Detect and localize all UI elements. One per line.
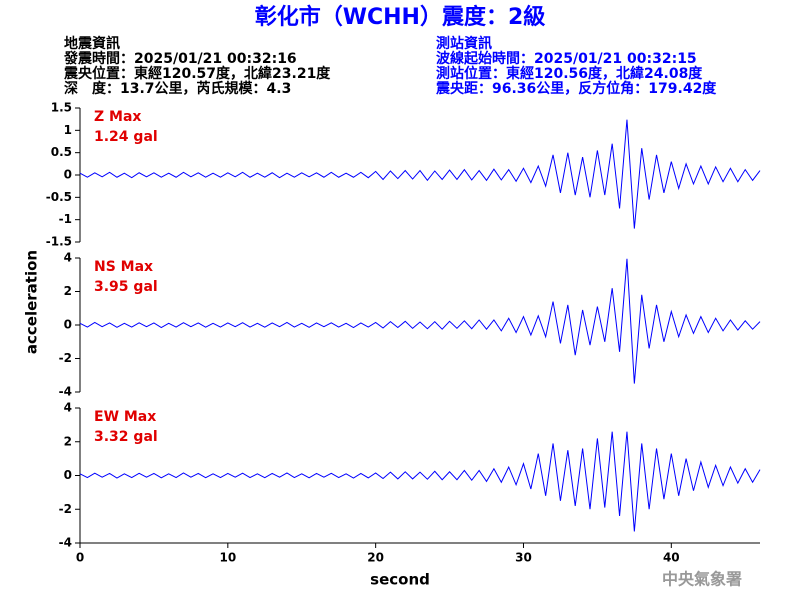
title: 彰化市（WCHH）震度：2級	[255, 4, 546, 30]
y-tick-label: 0	[64, 468, 72, 482]
y-tick-label: -4	[59, 385, 72, 399]
station-info: 測站位置：東經120.56度，北緯24.08度	[436, 65, 703, 82]
waveform	[79, 119, 761, 229]
component-label: EW Max	[94, 409, 156, 425]
station-info: 震央距：96.36公里，反方位角：179.42度	[435, 80, 717, 97]
y-tick-label: -0.5	[46, 190, 72, 204]
y-tick-label: 2	[64, 434, 72, 448]
y-tick-label: 1.5	[51, 101, 72, 115]
y-tick-label: -2	[59, 351, 72, 365]
y-tick-label: -1	[59, 212, 72, 226]
x-tick-label: 10	[219, 551, 236, 565]
y-tick-label: 0	[64, 168, 72, 182]
y-tick-label: -4	[59, 536, 72, 550]
x-tick-label: 0	[76, 551, 84, 565]
station-info: 測站資訊	[436, 35, 492, 52]
y-tick-label: 2	[64, 284, 72, 298]
y-tick-label: 0	[64, 318, 72, 332]
max-label: 3.95 gal	[94, 279, 158, 295]
x-tick-label: 30	[515, 551, 532, 565]
y-tick-label: 0.5	[51, 145, 72, 159]
y-tick-label: -1.5	[46, 235, 72, 249]
x-tick-label: 20	[367, 551, 384, 565]
info: 深 度：13.7公里，芮氏規模：4.3	[64, 80, 291, 97]
component-label: NS Max	[94, 259, 153, 275]
max-label: 3.32 gal	[94, 429, 158, 445]
watermark: 中央氣象署	[662, 570, 742, 589]
waveform	[79, 258, 761, 384]
station-info: 波線起始時間：2025/01/21 00:32:15	[436, 50, 697, 67]
info: 地震資訊	[64, 35, 120, 52]
y-tick-label: 4	[64, 251, 72, 265]
x-axis-label: second	[370, 571, 430, 589]
info: 發震時間：2025/01/21 00:32:16	[63, 50, 297, 67]
waveform	[79, 431, 761, 532]
info: 震央位置：東經120.57度，北緯23.21度	[63, 65, 331, 82]
y-tick-label: 4	[64, 401, 72, 415]
component-label: Z Max	[94, 109, 141, 125]
y-tick-label: 1	[64, 123, 72, 137]
x-tick-label: 40	[663, 551, 680, 565]
max-label: 1.24 gal	[94, 129, 158, 145]
y-tick-label: -2	[59, 502, 72, 516]
y-axis-label: acceleration	[23, 250, 41, 354]
